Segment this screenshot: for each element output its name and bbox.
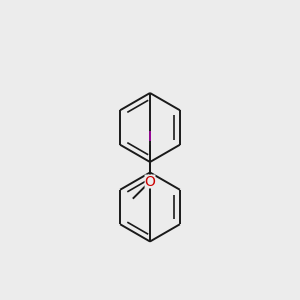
Text: O: O <box>145 175 155 188</box>
Text: I: I <box>148 130 152 144</box>
